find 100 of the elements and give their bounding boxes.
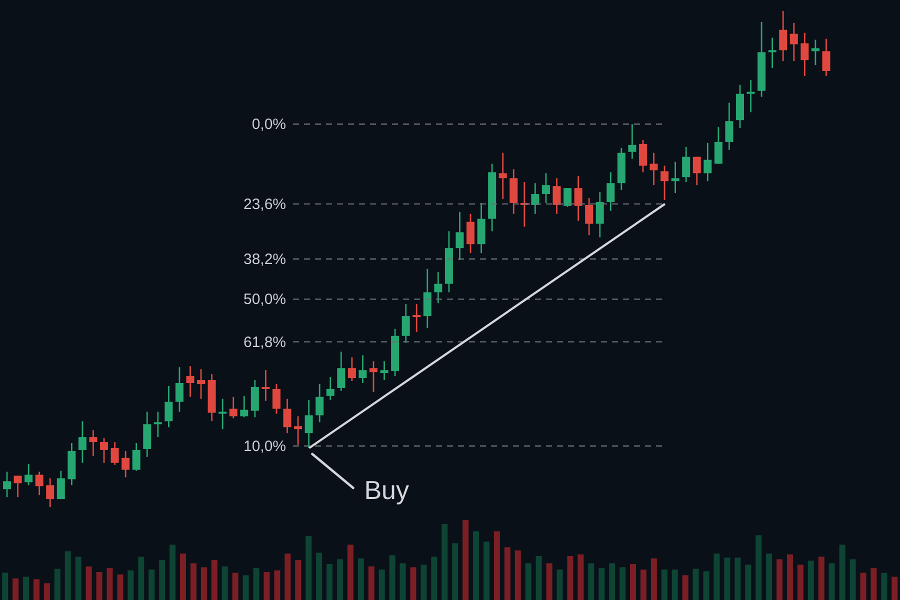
bar: [682, 575, 688, 600]
bar: [336, 559, 343, 600]
bar: [54, 568, 60, 600]
candlestick: [154, 411, 162, 438]
bar: [672, 570, 678, 600]
bar: [567, 556, 574, 600]
bar: [525, 563, 532, 600]
bar: [556, 570, 563, 600]
bar: [588, 563, 594, 600]
bar: [2, 572, 8, 600]
candlestick: [650, 152, 658, 186]
candlestick: [380, 360, 388, 381]
bar: [786, 554, 793, 600]
candlestick: [660, 165, 669, 201]
candlestick: [348, 356, 356, 382]
bar: [190, 563, 196, 600]
bar: [818, 556, 824, 600]
bar: [170, 544, 176, 600]
bar: [892, 576, 898, 600]
bar: [242, 575, 249, 600]
candlestick: [531, 182, 540, 215]
bar: [536, 556, 542, 600]
candlestick: [498, 152, 507, 200]
bar: [200, 567, 207, 600]
bar: [431, 556, 438, 600]
candlestick: [272, 383, 280, 414]
bar: [504, 547, 510, 600]
annotation: 23,6%: [243, 196, 286, 213]
candlestick: [682, 146, 690, 183]
candlestick: [122, 450, 130, 478]
bar: [12, 578, 19, 600]
candlestick: [164, 385, 173, 428]
bar: [630, 564, 636, 600]
candlestick: [542, 172, 550, 204]
bar: [180, 554, 186, 600]
bar: [400, 563, 406, 600]
bar: [148, 570, 155, 600]
candlestick: [250, 379, 259, 418]
candlestick: [466, 213, 475, 254]
candlestick: [89, 429, 98, 457]
annotation: 61,8%: [243, 334, 286, 351]
bar: [714, 554, 720, 600]
bar: [410, 567, 416, 600]
candlestick: [132, 442, 140, 472]
candlestick: [197, 368, 206, 400]
bar: [462, 520, 469, 600]
bar: [473, 531, 480, 600]
candlestick: [779, 11, 788, 62]
candlestick: [628, 123, 636, 160]
bar: [650, 558, 657, 600]
candlestick: [412, 303, 421, 333]
candlestick: [456, 211, 464, 261]
bar: [316, 552, 322, 600]
candlestick: [326, 376, 334, 401]
bar: [860, 572, 866, 600]
candlestick: [110, 441, 119, 466]
bar: [609, 563, 616, 600]
candlestick: [671, 161, 680, 194]
bar: [797, 564, 804, 600]
candlestick: [402, 303, 410, 344]
bar: [745, 564, 752, 600]
candlestick: [46, 478, 54, 507]
bar: [368, 566, 374, 600]
bar: [117, 574, 124, 600]
candlestick: [175, 366, 184, 412]
candlestick: [725, 102, 734, 151]
bar: [703, 571, 710, 600]
bar: [64, 551, 71, 600]
candlestick: [24, 463, 33, 486]
candlestick: [35, 471, 44, 496]
candlestick: [822, 38, 830, 77]
candlestick: [283, 398, 292, 434]
bar: [389, 555, 396, 600]
bar: [839, 544, 846, 600]
bar: [264, 572, 270, 600]
candlestick: [768, 37, 776, 69]
candlestick: [3, 471, 11, 498]
bar: [222, 566, 228, 600]
bar: [546, 563, 552, 600]
bar: [756, 535, 762, 600]
bar: [776, 559, 783, 600]
bar: [159, 560, 166, 600]
bar: [850, 559, 856, 600]
candlestick: [790, 22, 798, 62]
bar: [106, 568, 113, 600]
bar: [128, 570, 134, 600]
annotation: 10,0%: [243, 438, 286, 455]
candlestick: [100, 437, 108, 464]
candlestick: [304, 399, 313, 449]
candlestick: [78, 420, 86, 464]
bar: [33, 579, 40, 600]
candlestick: [552, 177, 561, 215]
bar: [96, 572, 102, 600]
candlestick: [14, 475, 22, 498]
bar: [138, 556, 144, 600]
annotation: 38,2%: [243, 251, 286, 268]
candlestick: [800, 32, 809, 77]
bar: [870, 568, 877, 600]
bar: [598, 568, 605, 600]
bar: [494, 531, 500, 600]
